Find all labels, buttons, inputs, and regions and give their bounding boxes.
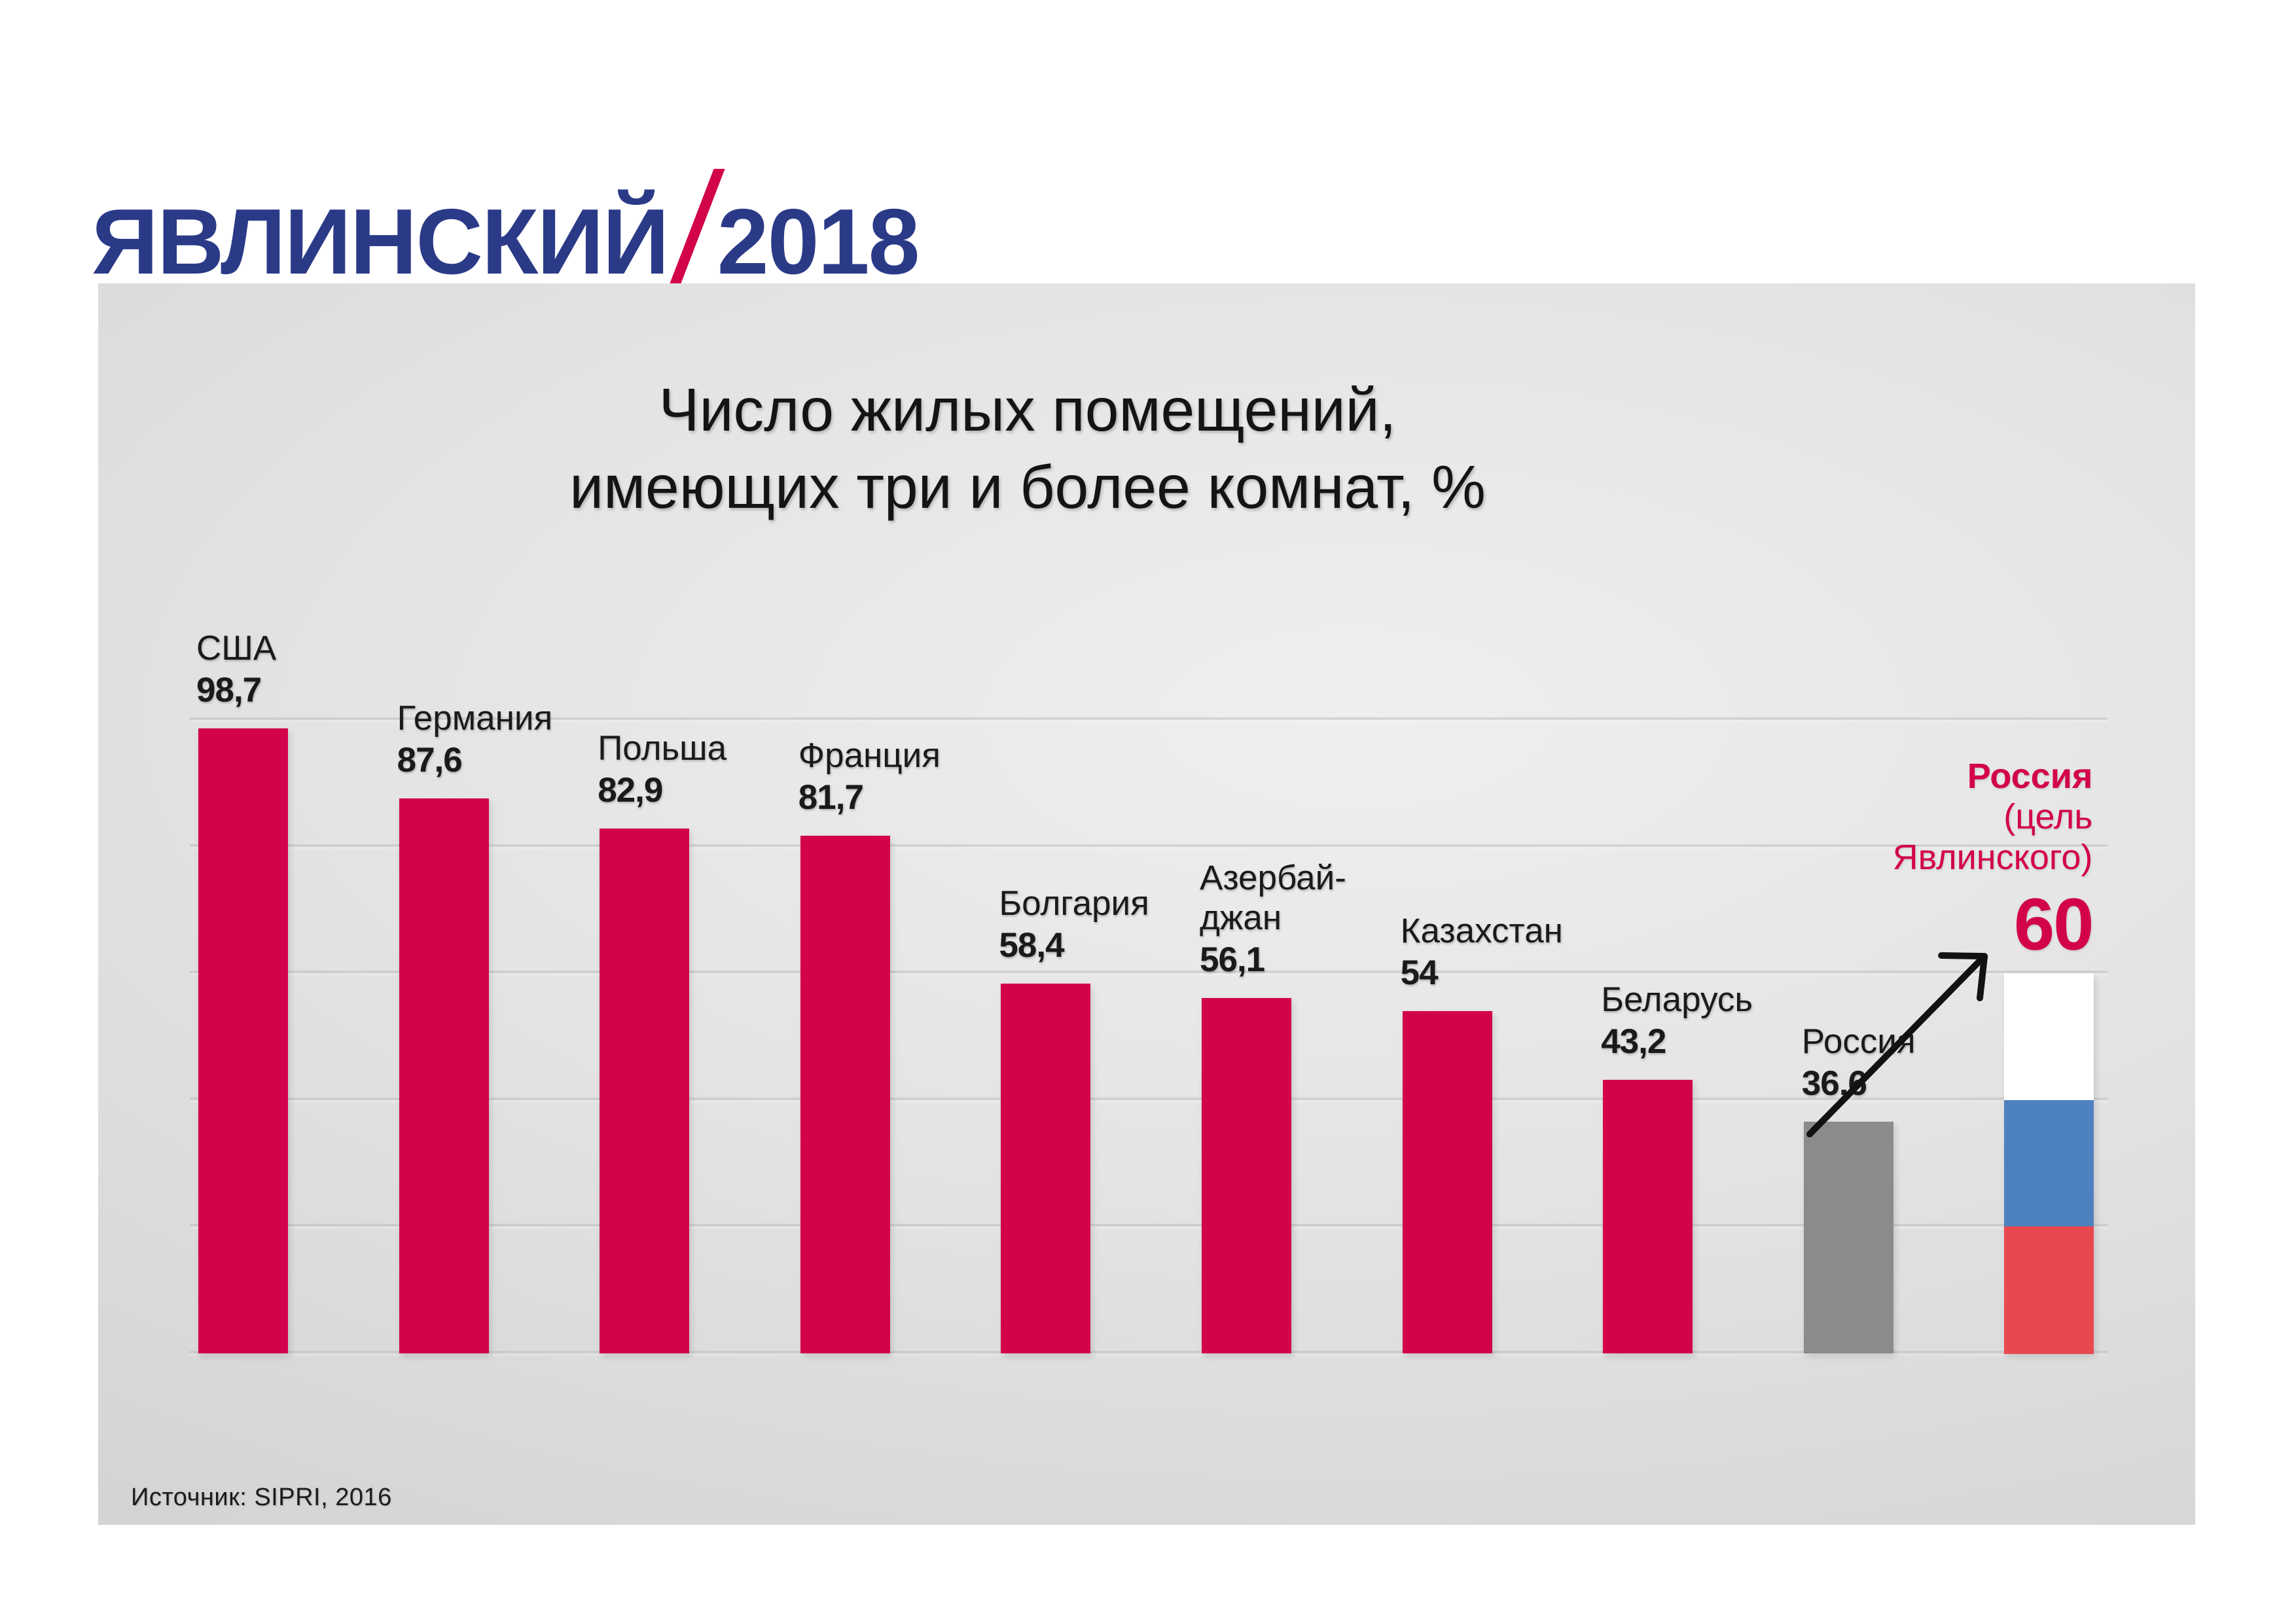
country-name: Франция [798,736,941,775]
label-сша: США 98,7 [196,628,276,710]
bar-россия [1803,1122,1893,1353]
country-name: Беларусь [1601,980,1753,1019]
gridline-80 [190,844,2108,847]
gridline-60 [190,971,2108,974]
label-казахстан: Казахстан 54 [1401,911,1563,993]
flag-segment-red [2004,1226,2094,1354]
label-беларусь: Беларусь 43,2 [1601,980,1753,1061]
target-arrow-icon [1806,952,1988,1137]
country-name: Азербай- [1200,859,1346,897]
bar-германия [399,798,489,1353]
bar-value: 98,7 [196,671,262,709]
country-name: джан [1200,899,1282,937]
bar-беларусь [1603,1080,1693,1353]
logo-year: 2018 [717,190,920,294]
bar-value: 54 [1400,954,1439,992]
bar-сша [198,728,288,1353]
logo-slash-icon [664,169,725,297]
source-note: Источник: SIPRI, 2016 [131,1484,392,1511]
bar-азербай-джан [1202,998,1291,1353]
campaign-logo: ЯВЛИНСКИЙ 2018 [92,169,920,297]
bar-value: 58,4 [999,926,1064,965]
bar-value: 81,7 [798,778,864,817]
gridline-100 [190,717,2108,720]
bar-value: 82,9 [598,771,663,810]
chart-title: Число жилых помещений, имеющих три и бол… [98,371,1957,526]
bar-франция [800,836,890,1353]
bar-value: 87,6 [397,741,463,779]
chart-panel: Число жилых помещений, имеющих три и бол… [98,283,2195,1525]
bar-казахстан [1402,1011,1492,1353]
bar-russia-target [2004,973,2094,1354]
bar-польша [600,829,690,1353]
logo-name: ЯВЛИНСКИЙ [92,190,670,294]
label-польша: Польша 82,9 [598,728,726,810]
gridline-0 [190,1351,2108,1353]
bar-болгария [1001,984,1091,1353]
bar-value: 43,2 [1601,1022,1666,1061]
flag-segment-white [2004,973,2094,1101]
flag-segment-blue [2004,1099,2094,1228]
label-line: Россия [1967,757,2093,796]
label-азербай-джан: Азербай-джан 56,1 [1200,858,1346,980]
label-line: Явлинского) [1892,838,2093,877]
country-name: Польша [598,729,727,768]
bar-value: 56,1 [1200,940,1265,979]
gridline-40 [190,1097,2108,1100]
label-russia-target: Россия (цель Явлинского) 60 [1892,756,2094,965]
chart-title-line-1: Число жилых помещений, [658,376,1397,444]
label-германия: Германия 87,6 [397,698,553,780]
gridline-20 [190,1224,2108,1227]
chart-title-line-2: имеющих три и более комнат, % [569,453,1486,521]
label-франция: Франция 81,7 [798,736,941,817]
country-name: США [196,629,277,668]
label-line: (цель [2003,797,2093,836]
country-name: Германия [397,699,553,738]
target-value: 60 [2013,883,2094,965]
label-болгария: Болгария 58,4 [999,883,1149,965]
country-name: Казахстан [1400,912,1563,950]
country-name: Болгария [999,884,1149,923]
